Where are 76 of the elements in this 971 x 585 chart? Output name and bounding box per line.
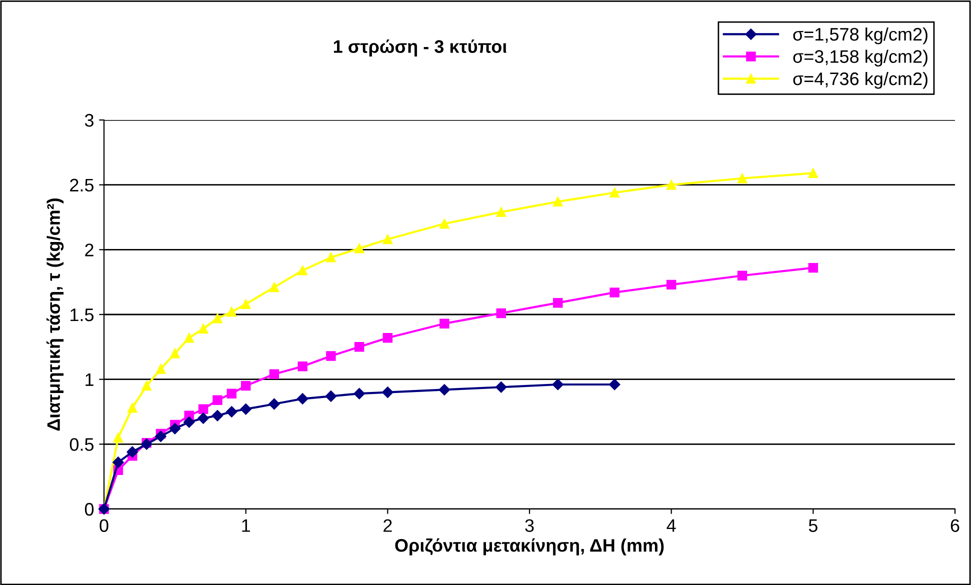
point bbox=[269, 282, 280, 292]
x-tick-label: 0 bbox=[100, 519, 108, 532]
point bbox=[808, 168, 818, 178]
point bbox=[212, 314, 222, 324]
point bbox=[184, 332, 194, 343]
chart-title: 1 στρώση - 3 κτύποι bbox=[334, 39, 507, 57]
point bbox=[666, 280, 676, 290]
point bbox=[112, 456, 124, 468]
point bbox=[198, 412, 209, 424]
point bbox=[170, 348, 180, 358]
point bbox=[440, 318, 450, 328]
point bbox=[298, 362, 308, 372]
y-tick-label: 0 bbox=[84, 502, 94, 516]
x-axis-title: Οριζόντια μετακίνηση, ΔΗ (mm) bbox=[395, 538, 664, 556]
point bbox=[268, 398, 280, 410]
point bbox=[354, 342, 364, 352]
y-tick-label: 3 bbox=[84, 114, 94, 127]
y-tick-label: 1.5 bbox=[70, 308, 94, 322]
point bbox=[226, 307, 237, 317]
y-tick-label: 2.5 bbox=[70, 178, 94, 192]
point bbox=[226, 388, 237, 398]
point bbox=[553, 298, 563, 308]
point bbox=[737, 173, 748, 184]
x-tick-label: 5 bbox=[808, 519, 818, 532]
point bbox=[198, 404, 208, 414]
point bbox=[155, 430, 166, 442]
point bbox=[212, 395, 222, 405]
point bbox=[128, 403, 138, 413]
point bbox=[269, 369, 280, 380]
x-tick-label: 6 bbox=[950, 519, 960, 532]
point bbox=[126, 446, 138, 458]
y-tick-label: 2 bbox=[85, 244, 94, 256]
point bbox=[326, 351, 336, 361]
point bbox=[610, 188, 620, 198]
point bbox=[354, 244, 364, 254]
point bbox=[496, 382, 507, 393]
point bbox=[440, 218, 450, 229]
point bbox=[610, 288, 620, 298]
point bbox=[212, 410, 224, 422]
point bbox=[240, 404, 252, 415]
y-tick-label: 0.5 bbox=[70, 438, 94, 451]
point bbox=[382, 386, 394, 398]
point bbox=[608, 378, 620, 390]
point bbox=[382, 332, 393, 343]
point bbox=[296, 393, 308, 404]
point bbox=[169, 423, 181, 434]
point bbox=[325, 390, 337, 402]
point bbox=[326, 252, 336, 262]
point bbox=[240, 380, 251, 391]
point bbox=[156, 364, 166, 374]
point bbox=[113, 432, 124, 443]
point bbox=[382, 234, 393, 244]
point bbox=[666, 180, 676, 190]
point bbox=[240, 299, 251, 309]
point bbox=[552, 378, 564, 390]
y-axis-title: Διατμητική τάση, τ (kg/cm²) bbox=[46, 198, 64, 431]
legend-label: σ=3,158 kg/cm2) bbox=[793, 50, 928, 67]
point bbox=[226, 406, 238, 418]
point bbox=[496, 207, 506, 217]
point bbox=[354, 388, 365, 400]
x-tick-label: 1 bbox=[242, 519, 250, 532]
x-tick-label: 3 bbox=[525, 519, 534, 532]
y-tick-label: 1 bbox=[86, 373, 94, 386]
point bbox=[808, 262, 818, 273]
point bbox=[496, 308, 506, 318]
point bbox=[183, 416, 195, 428]
point bbox=[142, 380, 152, 391]
x-tick-label: 4 bbox=[666, 519, 676, 532]
legend-label: σ=1,578 kg/cm2) bbox=[793, 27, 928, 44]
legend-label: σ=4,736 kg/cm2) bbox=[793, 72, 928, 89]
point bbox=[438, 384, 450, 396]
point bbox=[737, 270, 748, 280]
point bbox=[198, 324, 208, 334]
point bbox=[553, 196, 563, 207]
x-tick-label: 2 bbox=[384, 519, 392, 532]
point bbox=[298, 266, 308, 276]
